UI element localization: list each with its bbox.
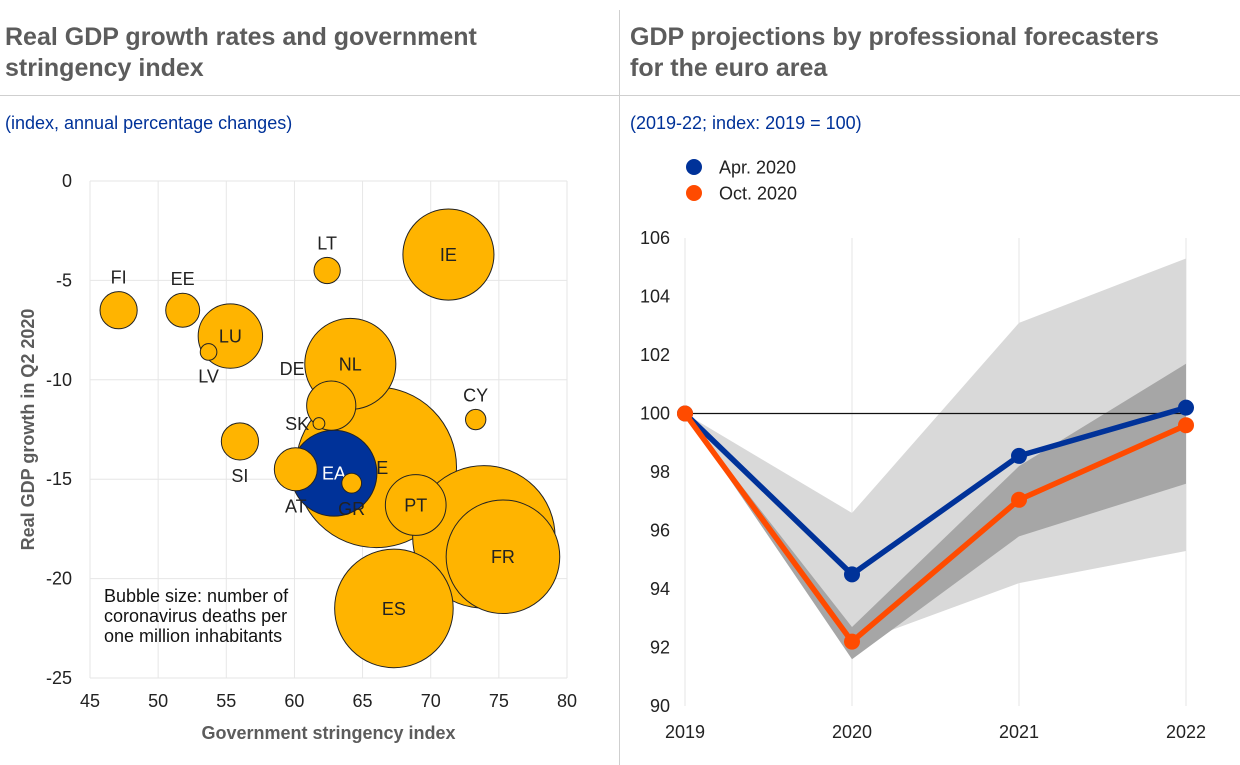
scatter-x-tick-label: 50 xyxy=(148,691,168,711)
line-y-tick-label: 98 xyxy=(650,462,670,482)
series-point-apr xyxy=(1178,399,1194,416)
bubble-at xyxy=(273,447,318,492)
left-panel-subtitle: (index, annual percentage changes) xyxy=(5,113,293,133)
bubble-label-lt: LT xyxy=(317,233,337,253)
line-x-tick-label: 2021 xyxy=(999,722,1039,742)
series-point-apr xyxy=(844,566,860,583)
line-y-tick-label: 92 xyxy=(650,638,670,658)
series-point-oct xyxy=(677,405,693,422)
legend-label-apr: Apr. 2020 xyxy=(719,158,796,178)
bubble-label-ee: EE xyxy=(171,269,195,289)
bubble-lt xyxy=(313,256,341,285)
bubble-size-note: Bubble size: number of xyxy=(104,586,289,606)
legend-marker-oct xyxy=(686,185,702,201)
scatter-y-axis-label: Real GDP growth in Q2 2020 xyxy=(18,309,38,551)
right-title-rule xyxy=(620,95,1240,96)
bubble-chart: 45 50 55 60 65 70 75 80 0 -5 -10 -15 -20 -25 Governmen… xyxy=(18,171,577,743)
bubble-label-fr: FR xyxy=(491,547,515,567)
scatter-y-tick-label: -20 xyxy=(46,569,72,589)
line-x-tick-label: 2022 xyxy=(1166,722,1206,742)
scatter-x-tick-label: 80 xyxy=(557,691,577,711)
legend-label-oct: Oct. 2020 xyxy=(719,184,797,204)
bubble-size-note: coronavirus deaths per xyxy=(104,606,287,626)
bubble-label-nl: NL xyxy=(339,354,362,374)
series-point-apr xyxy=(1011,447,1027,464)
bubble-label-sk: SK xyxy=(285,414,309,434)
line-y-tick-label: 96 xyxy=(650,521,670,541)
scatter-y-tick-label: -15 xyxy=(46,469,72,489)
right-title-line2: for the euro area xyxy=(630,54,828,82)
bubble-lv xyxy=(199,343,218,361)
bubble-pt xyxy=(384,474,447,536)
bubble-label-fi: FI xyxy=(111,268,127,288)
bubble-label-de: DE xyxy=(280,359,305,379)
bubble-label-cy: CY xyxy=(463,385,488,405)
left-panel-title: Real GDP growth rates and government str… xyxy=(5,22,477,84)
series-line-apr-2020 xyxy=(683,405,1187,578)
scatter-x-tick-label: 65 xyxy=(353,691,373,711)
scatter-x-tick-label: 60 xyxy=(284,691,304,711)
bubble-fi xyxy=(99,291,138,330)
panel-separator xyxy=(619,10,620,765)
bubble-label-ie: IE xyxy=(440,245,457,265)
line-y-tick-label: 100 xyxy=(640,404,670,424)
left-title-rule xyxy=(0,95,619,96)
bubble-es xyxy=(334,548,454,669)
bubble-gr xyxy=(341,472,363,494)
bubble-label-si: SI xyxy=(231,466,248,486)
line-y-tick-label: 94 xyxy=(650,579,670,599)
scatter-y-tick-label: -25 xyxy=(46,668,72,688)
right-title-line1: GDP projections by professional forecast… xyxy=(630,23,1159,51)
bubble-label-ea: EA xyxy=(322,464,346,484)
line-y-tick-label: 104 xyxy=(640,287,670,307)
series-point-oct xyxy=(1178,417,1194,434)
bubble-ee xyxy=(165,292,201,328)
line-x-tick-label: 2019 xyxy=(665,722,705,742)
scatter-y-tick-label: -10 xyxy=(46,370,72,390)
bubble-size-note: one million inhabitants xyxy=(104,626,282,646)
bubble-label-lv: LV xyxy=(198,366,219,386)
scatter-x-tick-label: 75 xyxy=(489,691,509,711)
bubble-cy xyxy=(465,408,487,431)
right-panel-subtitle: (2019-22; index: 2019 = 100) xyxy=(630,113,862,133)
series-line-oct-2020 xyxy=(682,411,1188,645)
line-y-tick-label: 102 xyxy=(640,345,670,365)
bubble-fr xyxy=(445,499,561,615)
bubble-label-es: ES xyxy=(382,599,406,619)
left-title-line1: Real GDP growth rates and government xyxy=(5,23,477,51)
bubble-ie xyxy=(402,208,495,301)
legend-marker-apr xyxy=(686,159,702,175)
bubble-si xyxy=(220,422,260,461)
scatter-x-tick-label: 55 xyxy=(216,691,236,711)
series-point-oct xyxy=(844,633,860,650)
projection-line-chart: 2019 2020 2021 2022 90 92 94 96 98 100 102 104 106 Ap… xyxy=(640,158,1206,743)
right-panel-title: GDP projections by professional forecast… xyxy=(630,22,1159,84)
line-x-tick-label: 2020 xyxy=(832,722,872,742)
bubble-sk xyxy=(312,417,326,430)
scatter-x-tick-label: 70 xyxy=(421,691,441,711)
scatter-x-tick-label: 45 xyxy=(80,691,100,711)
line-y-tick-label: 90 xyxy=(650,696,670,716)
bubble-label-pt: PT xyxy=(404,496,427,516)
scatter-x-axis-label: Government stringency index xyxy=(201,723,455,743)
bubble-label-lu: LU xyxy=(219,327,242,347)
bubble-label-at: AT xyxy=(285,497,307,517)
scatter-y-tick-label: 0 xyxy=(62,171,72,191)
uncertainty-band-outer xyxy=(685,258,1186,645)
bubble-label-gr: GR xyxy=(338,499,365,519)
line-y-tick-label: 106 xyxy=(640,228,670,248)
left-title-line2: stringency index xyxy=(5,54,204,82)
scatter-y-tick-label: -5 xyxy=(56,270,72,290)
series-point-oct xyxy=(1011,491,1027,508)
